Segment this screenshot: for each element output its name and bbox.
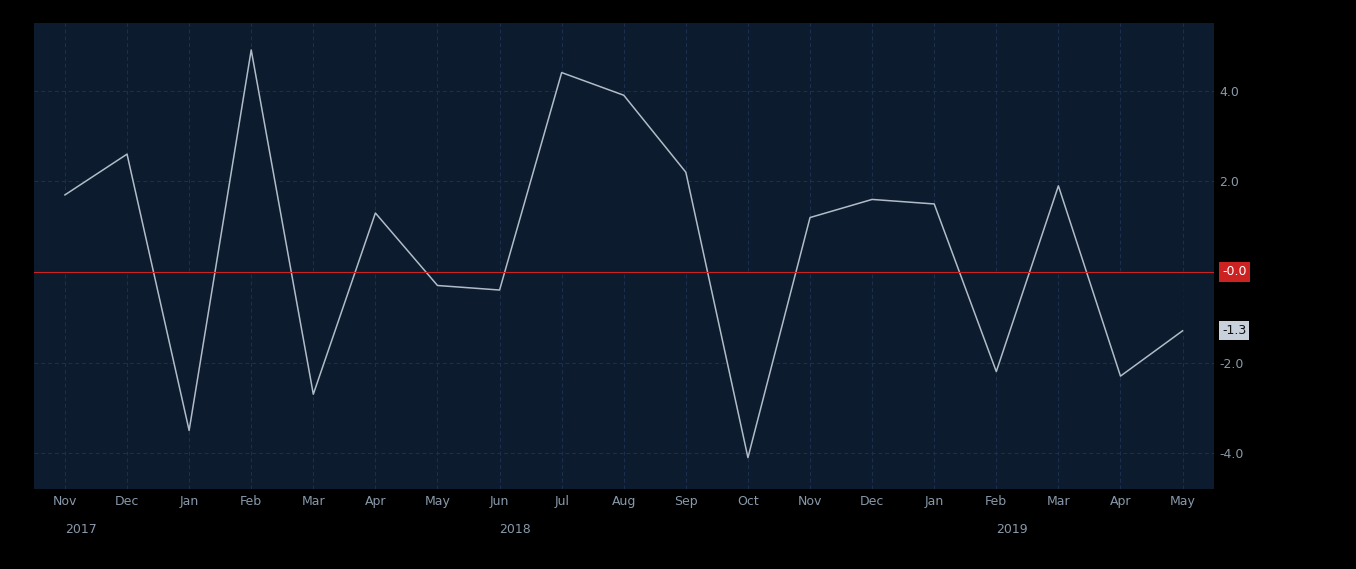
Text: 2018: 2018 — [499, 523, 532, 537]
Text: 2017: 2017 — [65, 523, 96, 537]
Text: -1.3: -1.3 — [1222, 324, 1246, 337]
Text: -0.0: -0.0 — [1222, 265, 1246, 278]
Text: 2019: 2019 — [997, 523, 1028, 537]
